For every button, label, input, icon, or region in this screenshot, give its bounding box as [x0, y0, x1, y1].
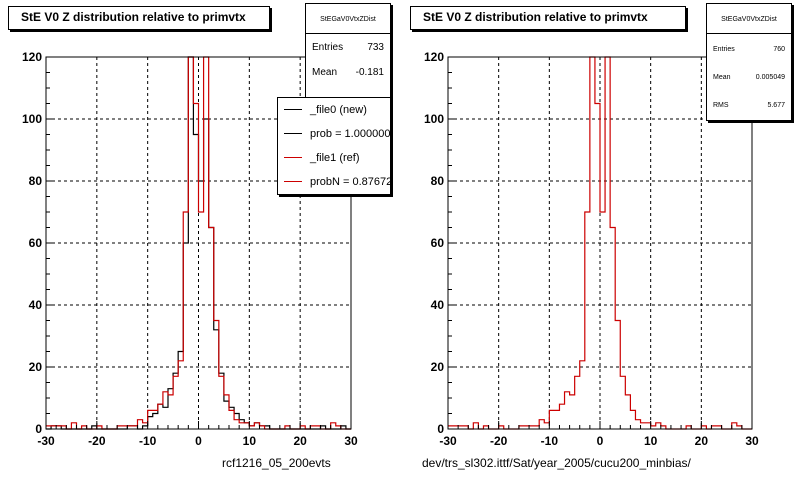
- stats-name-right: StEGaV0VtxZDist: [707, 4, 791, 34]
- chart-title-right-text: StE V0 Z distribution relative to primvt…: [423, 10, 648, 24]
- y-tick-label: 40: [29, 298, 43, 312]
- x-tick-label: 30: [745, 434, 759, 448]
- y-tick-label: 100: [22, 112, 42, 126]
- footer-right: dev/trs_sl302.ittf/Sat/year_2005/cucu200…: [422, 456, 691, 470]
- chart-title-left-text: StE V0 Z distribution relative to primvt…: [21, 10, 246, 24]
- legend-label: prob = 1.000000: [310, 128, 391, 140]
- stats-rms-value-right: 5.677: [767, 102, 785, 109]
- stats-entries-value-left: 733: [367, 42, 384, 53]
- chart-title-right: StE V0 Z distribution relative to primvt…: [410, 6, 686, 30]
- stats-mean-value-left: -0.181: [355, 67, 384, 78]
- y-tick-label: 120: [424, 50, 444, 64]
- legend-label: _file0 (new): [310, 104, 367, 116]
- stats-rms-label-right: RMS: [713, 102, 729, 109]
- stats-entries-label-right: Entries: [713, 46, 735, 53]
- y-tick-label: 40: [431, 298, 445, 312]
- footer-left: rcf1216_05_200evts: [222, 456, 331, 470]
- x-tick-label: -30: [37, 434, 55, 448]
- x-tick-label: 0: [195, 434, 202, 448]
- x-tick-label: -10: [139, 434, 157, 448]
- stats-mean-value-right: 0.005049: [755, 74, 785, 81]
- y-tick-label: 80: [431, 174, 445, 188]
- x-tick-label: -30: [439, 434, 457, 448]
- x-tick-label: 0: [597, 434, 604, 448]
- legend-line-icon: [284, 181, 302, 182]
- y-tick-label: 0: [35, 422, 42, 436]
- x-tick-label: -20: [490, 434, 508, 448]
- x-tick-label: 20: [695, 434, 709, 448]
- y-tick-label: 60: [431, 236, 445, 250]
- legend-label: _file1 (ref): [310, 152, 360, 164]
- stats-box-right: StEGaV0VtxZDist Entries 760 Mean 0.00504…: [706, 3, 792, 121]
- x-tick-label: 20: [293, 434, 307, 448]
- legend-line-icon: [284, 109, 302, 110]
- y-tick-label: 80: [29, 174, 43, 188]
- x-tick-label: 10: [644, 434, 658, 448]
- y-tick-label: 20: [29, 360, 43, 374]
- y-tick-label: 120: [22, 50, 42, 64]
- stats-box-left: StEGaV0VtxZDist Entries 733 Mean -0.181: [305, 3, 391, 98]
- legend-line-icon: [284, 133, 302, 134]
- x-tick-label: 30: [344, 434, 358, 448]
- stats-entries-value-right: 760: [773, 46, 785, 53]
- legend-label: probN = 0.876720: [310, 176, 391, 188]
- x-tick-label: -20: [88, 434, 106, 448]
- y-tick-label: 0: [437, 422, 444, 436]
- y-tick-label: 20: [431, 360, 445, 374]
- legend-entry: probN = 0.876720: [278, 170, 390, 194]
- stats-mean-label-right: Mean: [713, 74, 731, 81]
- stats-mean-label-left: Mean: [312, 67, 338, 78]
- stats-entries-label-left: Entries: [312, 42, 344, 53]
- y-tick-label: 60: [29, 236, 43, 250]
- y-tick-label: 100: [424, 112, 444, 126]
- x-tick-label: 10: [243, 434, 257, 448]
- chart-title-left: StE V0 Z distribution relative to primvt…: [8, 6, 270, 30]
- plot-right: -30 -20 -10 0 10 20 30 0 20 40 60 80 100 120: [424, 50, 759, 448]
- legend-entry: prob = 1.000000: [278, 122, 390, 146]
- stats-name-left: StEGaV0VtxZDist: [306, 4, 390, 34]
- x-tick-label: -10: [541, 434, 559, 448]
- legend-entry: _file0 (new): [278, 98, 390, 122]
- legend-entry: _file1 (ref): [278, 146, 390, 170]
- legend-line-icon: [284, 157, 302, 158]
- legend-left: _file0 (new) prob = 1.000000 _file1 (ref…: [277, 97, 391, 195]
